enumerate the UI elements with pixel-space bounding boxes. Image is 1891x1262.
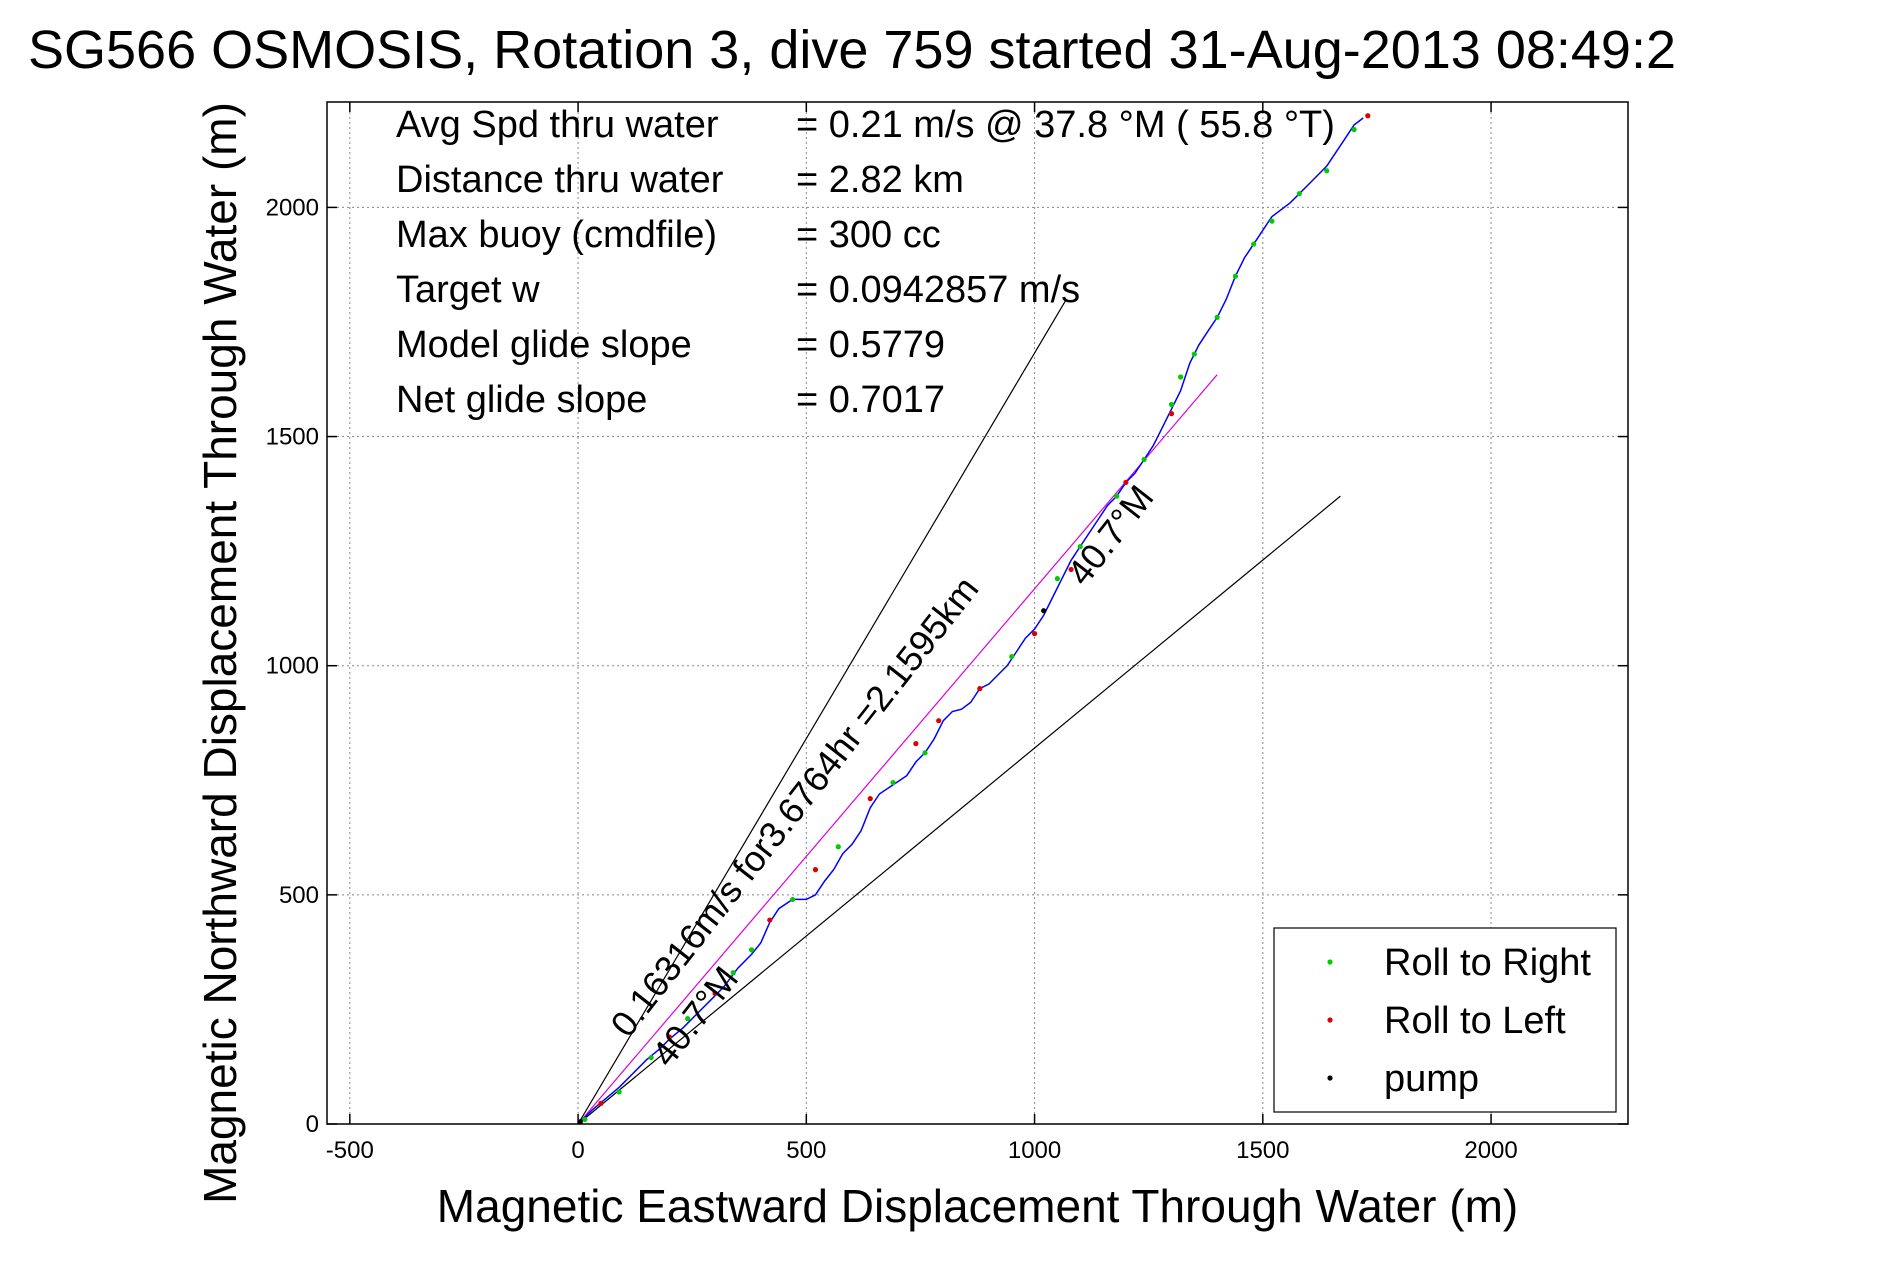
y-tick-label: 1500 — [266, 424, 319, 451]
annotation-label: 0.16316m/s for3.6764hr =2.1595km — [602, 569, 986, 1045]
point-roll-to-left — [1031, 631, 1038, 637]
point-roll-to-right — [730, 970, 736, 976]
x-axis-title: Magnetic Eastward Displacement Through W… — [437, 1180, 1518, 1232]
info-value: = 0.0942857 m/s — [796, 269, 1080, 311]
point-roll-to-right — [1114, 493, 1120, 499]
legend-marker — [1327, 959, 1333, 965]
point-roll-to-right — [922, 750, 928, 756]
point-roll-to-left — [1168, 411, 1175, 417]
point-roll-to-left — [598, 1100, 604, 1106]
reference-lines — [577, 298, 1341, 1125]
point-roll-to-right — [648, 1054, 654, 1061]
y-tick-label: 500 — [279, 882, 319, 909]
point-roll-to-left — [666, 1034, 672, 1040]
x-tick-label: 1500 — [1236, 1137, 1289, 1164]
info-label: Distance thru water — [396, 159, 724, 201]
info-label: Target w — [396, 269, 540, 311]
reference-line-mean-track — [577, 374, 1218, 1125]
y-tick-label: 1000 — [266, 653, 319, 680]
tick-labels: -500 0 500 1000 1500 2000 0 500 1000 1500 2000 — [266, 102, 1628, 1164]
legend-marker — [1327, 1075, 1333, 1081]
point-roll-to-left — [1068, 566, 1074, 573]
point-pump — [577, 1119, 583, 1125]
info-label: Net glide slope — [396, 379, 647, 421]
point-roll-to-right — [1077, 543, 1083, 550]
plot-frame — [326, 101, 1629, 1125]
x-tick-label: 2000 — [1464, 1137, 1517, 1164]
point-roll-to-left — [767, 917, 773, 923]
info-value: = 0.7017 — [796, 379, 945, 421]
point-roll-to-right — [1178, 374, 1184, 380]
point-roll-to-left — [812, 867, 819, 873]
y-tick-label: 0 — [306, 1111, 319, 1138]
info-value: = 300 cc — [796, 214, 941, 256]
point-roll-to-right — [1269, 218, 1275, 224]
legend: Roll to Right Roll to Left pump — [1273, 927, 1617, 1113]
info-value: = 0.5779 — [796, 324, 945, 366]
point-roll-to-right — [685, 1015, 691, 1022]
point-roll-to-left — [977, 686, 983, 692]
x-tick-label: -500 — [326, 1137, 374, 1164]
annotations: 0.16316m/s for3.6764hr =2.1595km40.7°M40… — [602, 477, 1161, 1074]
x-tick-label: 500 — [786, 1137, 826, 1164]
legend-label: Roll to Left — [1384, 1000, 1566, 1042]
reference-line-cone-upper — [577, 298, 1068, 1125]
info-label: Model glide slope — [396, 324, 692, 366]
annotation-label: 40.7°M — [1059, 477, 1162, 592]
point-roll-to-right — [1251, 241, 1257, 247]
track-line — [577, 117, 1364, 1125]
point-roll-to-left — [1123, 479, 1129, 485]
point-roll-to-right — [1168, 401, 1175, 408]
point-roll-to-right — [1214, 314, 1220, 320]
y-tick-label: 2000 — [266, 194, 319, 221]
point-roll-to-right — [1009, 653, 1015, 660]
point-roll-to-right — [1191, 351, 1197, 357]
point-roll-to-right — [616, 1089, 622, 1095]
point-roll-to-right — [1351, 126, 1357, 133]
point-roll-to-right — [1054, 576, 1060, 582]
info-value: = 0.21 m/s @ 37.8 °M ( 55.8 °T) — [796, 104, 1335, 146]
info-label: Max buoy (cmdfile) — [396, 214, 717, 256]
point-roll-to-right — [790, 896, 796, 903]
info-value: = 2.82 km — [796, 159, 964, 201]
chart-title: SG566 OSMOSIS, Rotation 3, dive 759 star… — [28, 20, 1676, 80]
point-roll-to-right — [582, 1116, 588, 1123]
point-roll-to-left — [867, 796, 873, 802]
point-roll-to-left — [913, 741, 919, 747]
point-roll-to-right — [748, 947, 755, 953]
point-roll-to-right — [1232, 273, 1239, 279]
point-roll-to-left — [1365, 113, 1371, 119]
info-label: Avg Spd thru water — [396, 104, 719, 146]
legend-marker — [1327, 1017, 1333, 1023]
y-axis-title: Magnetic Northward Displacement Through … — [194, 102, 246, 1204]
point-pump — [1041, 608, 1047, 614]
x-tick-label: 0 — [571, 1137, 584, 1164]
legend-label: Roll to Right — [1384, 942, 1591, 984]
info-panel: Avg Spd thru water = 0.21 m/s @ 37.8 °M (… — [396, 104, 1335, 421]
point-roll-to-left — [712, 990, 718, 996]
x-tick-label: 1000 — [1008, 1137, 1061, 1164]
point-roll-to-right — [1296, 191, 1302, 197]
reference-line-cone-lower — [577, 495, 1341, 1125]
point-roll-to-right — [835, 844, 841, 850]
legend-label: pump — [1384, 1058, 1479, 1100]
data-series — [577, 113, 1371, 1125]
point-roll-to-right — [1324, 168, 1330, 174]
point-roll-to-right — [890, 779, 896, 786]
point-roll-to-right — [1141, 456, 1147, 463]
point-roll-to-left — [936, 718, 942, 724]
